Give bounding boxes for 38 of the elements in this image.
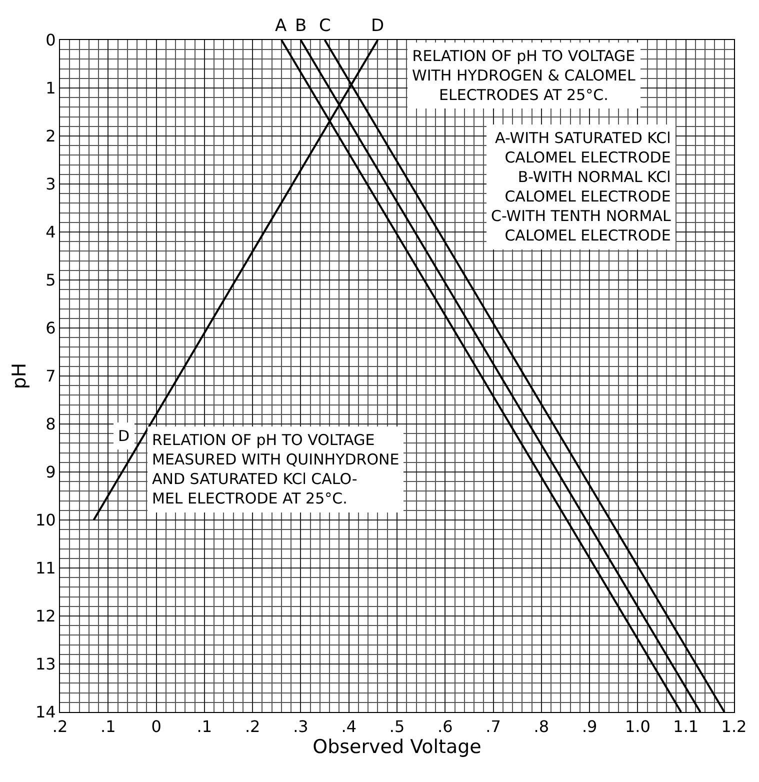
x-tick-label: .6 <box>438 717 453 736</box>
y-tick-label: 1 <box>46 78 56 98</box>
x-axis-title: Observed Voltage <box>312 736 482 758</box>
x-tick-label: .3 <box>293 717 308 736</box>
x-tick-label: .9 <box>582 717 598 736</box>
y-tick-label: 4 <box>46 222 56 242</box>
x-tick-label: 1.2 <box>721 717 747 736</box>
y-tick-label: 12 <box>35 606 56 626</box>
y-tick-label: 7 <box>46 366 56 386</box>
x-tick-label: .7 <box>486 717 501 736</box>
y-tick-label: 3 <box>46 174 56 194</box>
x-tick-label: 1.1 <box>673 717 699 736</box>
y-axis-title: pH <box>8 362 30 390</box>
x-tick-label: 1.0 <box>624 717 650 736</box>
x-tick-label: .1 <box>100 717 116 736</box>
x-tick-label: 0 <box>151 717 162 736</box>
annotation: A-WITH SATURATED KCl CALOMEL ELECTRODE B-WITH NORMAL KCl CALOMEL ELECTRODE C-WITH TENTH NORMAL CALOMEL ELECTRODE <box>491 129 672 244</box>
x-tick-label: .5 <box>389 717 405 736</box>
y-tick-label: 13 <box>35 654 56 674</box>
series-label: A <box>275 16 287 36</box>
annotation: D <box>118 427 130 445</box>
annotation: RELATION OF pH TO VOLTAGE MEASURED WITH QUINHYDRONE AND SATURATED KCl CALO- MEL ELECTRODE AT 25°C. <box>152 431 400 508</box>
y-tick-label: 2 <box>46 126 56 146</box>
series-label: C <box>319 16 331 36</box>
annotation: RELATION OF pH TO VOLTAGE WITH HYDROGEN & CALOMEL ELECTRODES AT 25°C. <box>412 47 636 104</box>
y-tick-label: 6 <box>46 318 56 338</box>
x-tick-label: .1 <box>196 717 212 736</box>
y-tick-label: 9 <box>46 462 56 482</box>
y-tick-label: 10 <box>35 510 56 530</box>
y-tick-label: 11 <box>35 558 56 578</box>
y-tick-label: 5 <box>46 270 56 290</box>
x-tick-label: .4 <box>341 717 356 736</box>
series-label: D <box>371 16 384 36</box>
x-tick-label: .2 <box>244 717 260 736</box>
y-tick-label: 8 <box>46 414 56 434</box>
x-tick-label: .8 <box>534 717 550 736</box>
series-label: B <box>295 16 307 36</box>
y-tick-label: 0 <box>46 30 56 50</box>
